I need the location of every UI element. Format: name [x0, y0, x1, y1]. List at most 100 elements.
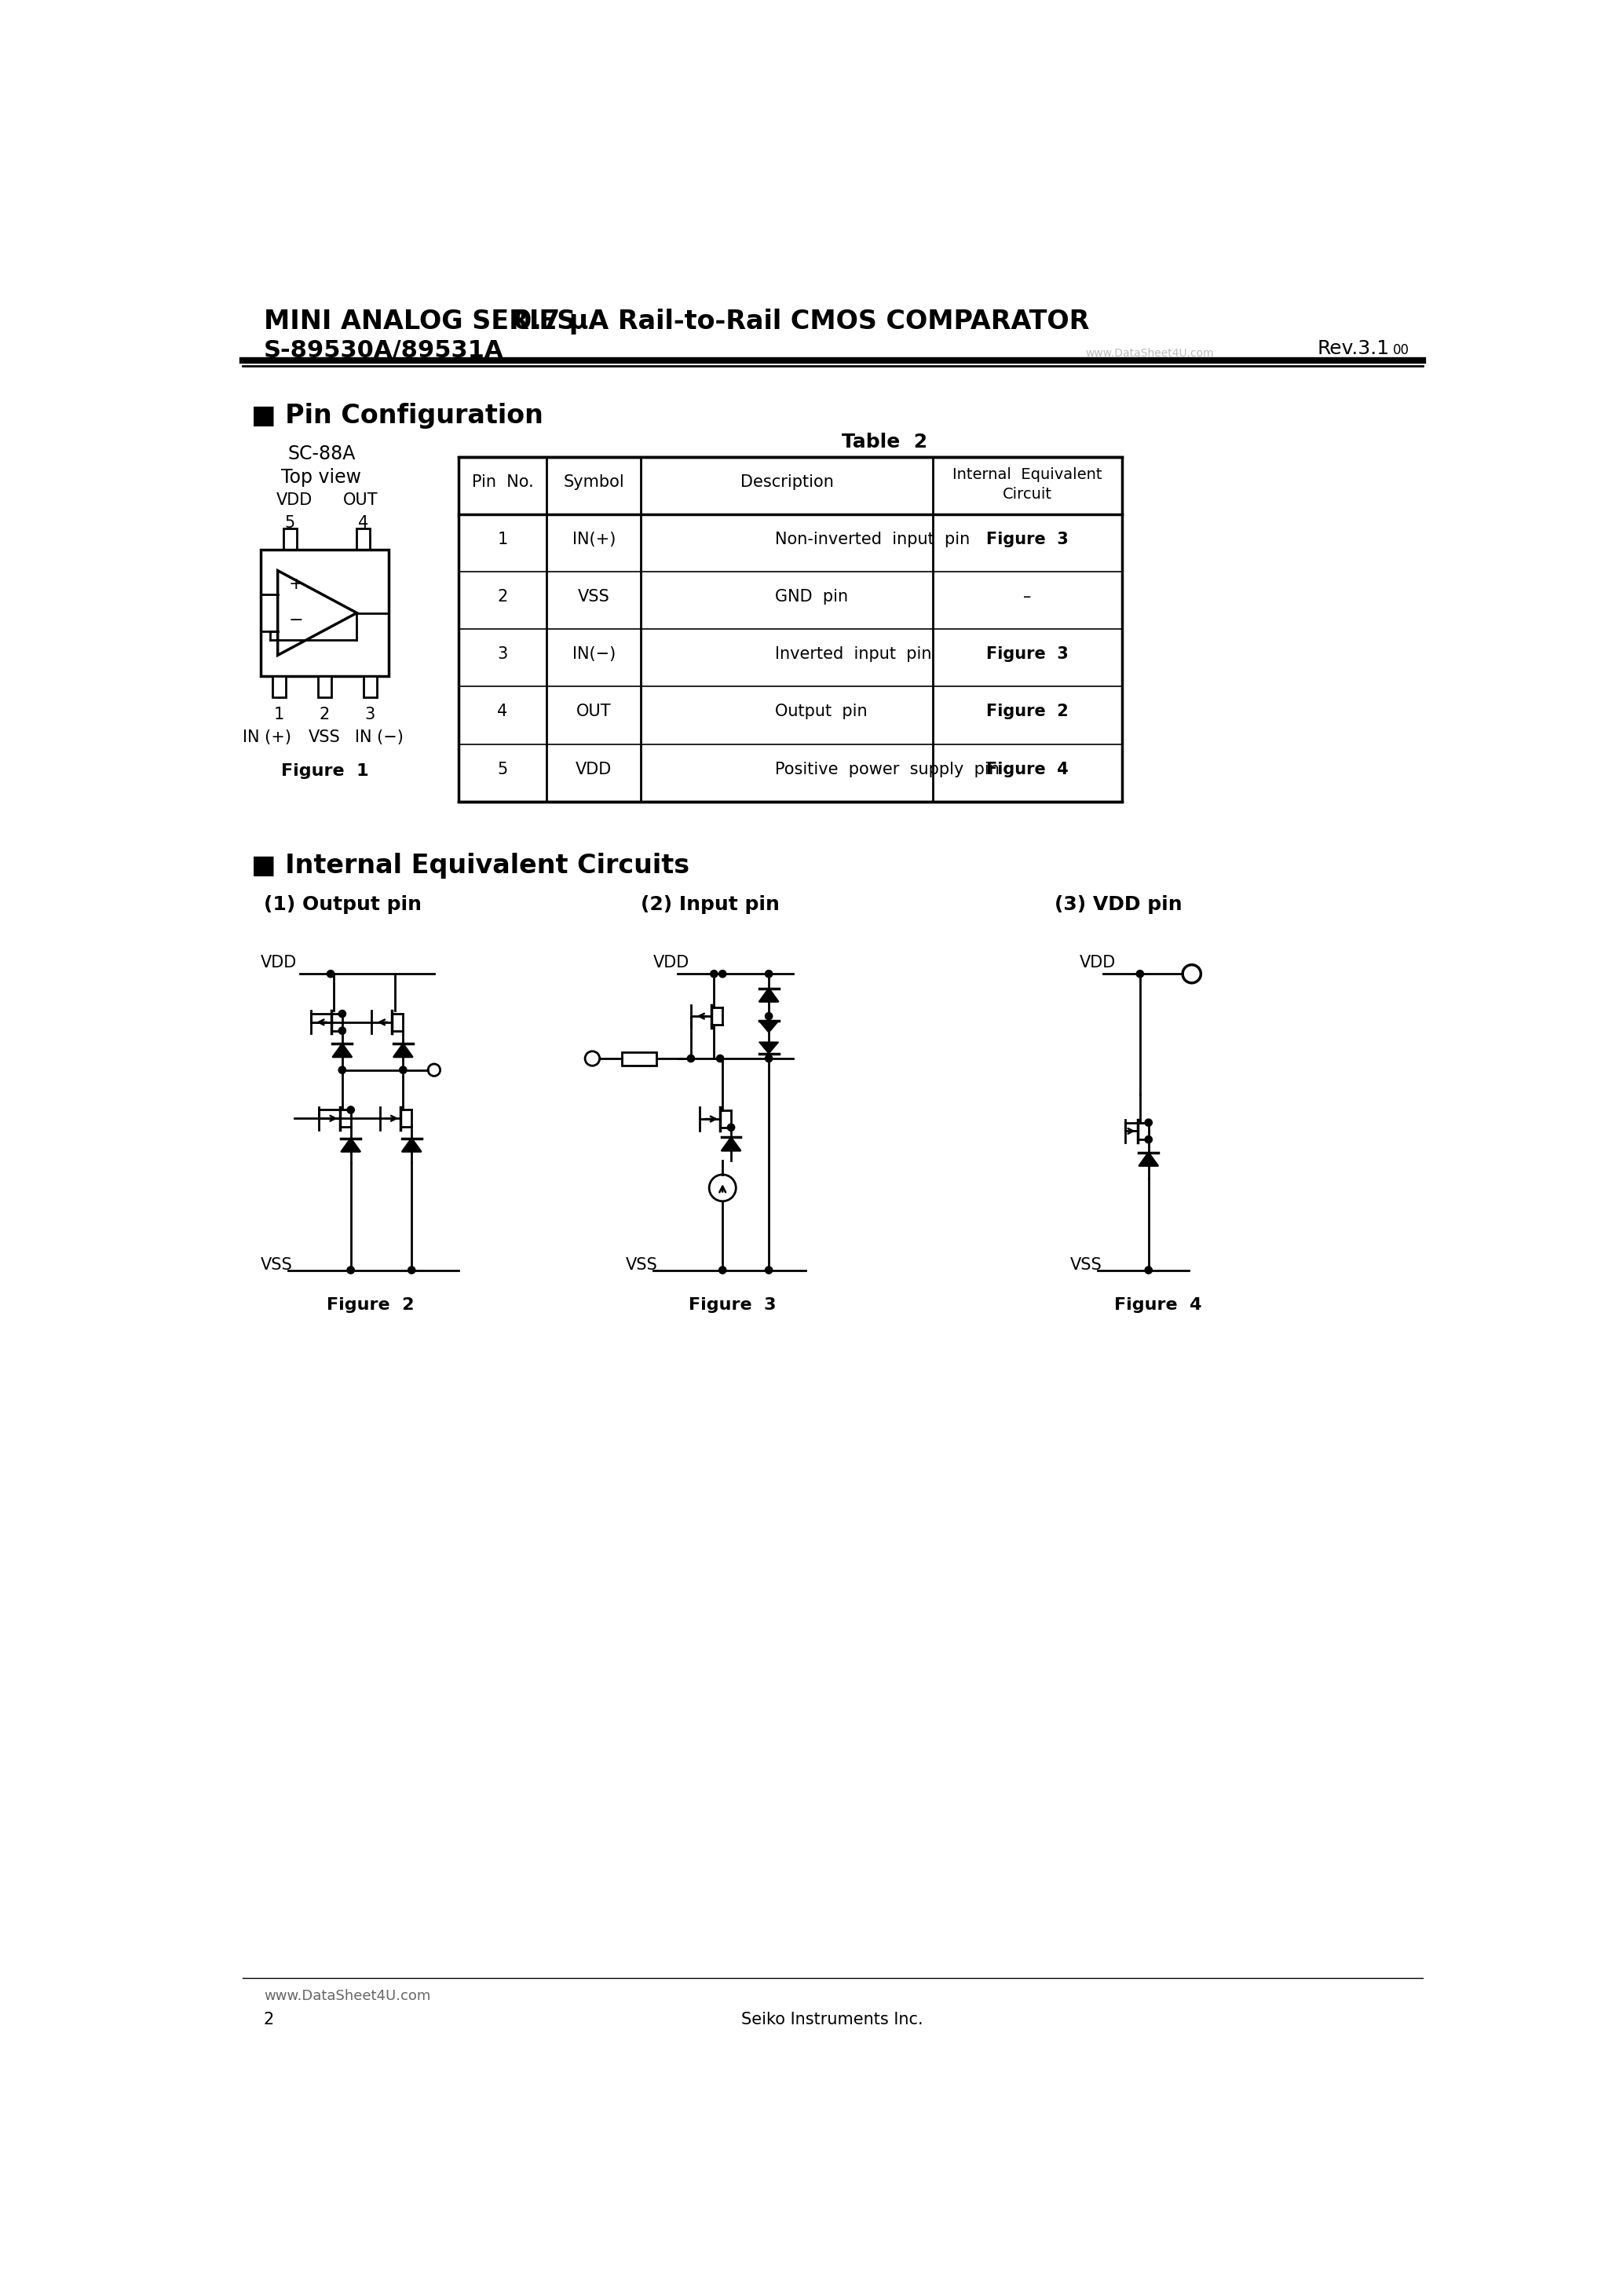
Text: Pin  No.: Pin No. — [472, 475, 534, 489]
Text: Figure  2: Figure 2 — [326, 1297, 414, 1313]
Bar — [273, 677, 286, 698]
Circle shape — [339, 1065, 346, 1075]
Text: 0.7 μA Rail-to-Rail CMOS COMPARATOR: 0.7 μA Rail-to-Rail CMOS COMPARATOR — [513, 308, 1089, 335]
Polygon shape — [1139, 1153, 1159, 1166]
Bar — [318, 677, 331, 698]
Text: S-89530A/89531A: S-89530A/89531A — [263, 340, 503, 363]
Text: OUT: OUT — [576, 705, 612, 719]
Text: VDD: VDD — [261, 955, 297, 971]
Bar — [282, 528, 297, 549]
Text: VSS: VSS — [626, 1258, 657, 1274]
Text: (3) VDD pin: (3) VDD pin — [1055, 895, 1183, 914]
Circle shape — [399, 1065, 407, 1075]
Text: VDD: VDD — [276, 491, 312, 507]
Text: –: – — [1024, 590, 1032, 604]
Text: IN (+): IN (+) — [242, 730, 291, 746]
Text: 2: 2 — [263, 2011, 274, 2027]
Text: Figure  2: Figure 2 — [987, 705, 1068, 719]
Text: MINI ANALOG SERIES: MINI ANALOG SERIES — [263, 308, 576, 335]
Text: Top view: Top view — [281, 468, 362, 487]
Text: Symbol: Symbol — [563, 475, 625, 489]
Text: Inverted  input  pin: Inverted input pin — [774, 647, 932, 661]
Text: Figure  3: Figure 3 — [987, 533, 1068, 546]
Text: VSS: VSS — [1070, 1258, 1102, 1274]
Polygon shape — [393, 1045, 412, 1056]
Text: OUT: OUT — [342, 491, 378, 507]
Text: Figure  1: Figure 1 — [281, 762, 368, 778]
Text: VSS: VSS — [578, 590, 610, 604]
Text: Positive  power  supply  pin: Positive power supply pin — [774, 762, 1000, 776]
Text: www.DataSheet4U.com: www.DataSheet4U.com — [1086, 349, 1214, 358]
Text: +: + — [289, 576, 304, 592]
Circle shape — [407, 1267, 415, 1274]
Polygon shape — [341, 1139, 360, 1153]
Circle shape — [716, 1054, 724, 1063]
Text: ■ Pin Configuration: ■ Pin Configuration — [252, 402, 544, 429]
Text: 4: 4 — [357, 514, 368, 530]
Text: 1: 1 — [274, 707, 284, 723]
Bar — [622, 1052, 656, 1065]
Circle shape — [764, 1013, 773, 1019]
Text: Non-inverted  input  pin: Non-inverted input pin — [774, 533, 971, 546]
Circle shape — [347, 1107, 354, 1114]
Text: −: − — [289, 613, 304, 629]
Text: VDD: VDD — [1079, 955, 1115, 971]
Circle shape — [719, 971, 725, 978]
Text: Circuit: Circuit — [1003, 487, 1052, 501]
Circle shape — [326, 971, 334, 978]
Text: VDD: VDD — [576, 762, 612, 776]
Text: Seiko Instruments Inc.: Seiko Instruments Inc. — [742, 2011, 923, 2027]
Text: 5: 5 — [497, 762, 508, 776]
Text: Figure  4: Figure 4 — [987, 762, 1068, 776]
Circle shape — [1136, 971, 1144, 978]
Text: Output  pin: Output pin — [774, 705, 867, 719]
Text: Figure  4: Figure 4 — [1115, 1297, 1203, 1313]
Text: IN(+): IN(+) — [573, 533, 615, 546]
Text: 1: 1 — [497, 533, 508, 546]
Polygon shape — [721, 1137, 740, 1150]
Text: Figure  3: Figure 3 — [987, 647, 1068, 661]
Text: VSS: VSS — [261, 1258, 292, 1274]
Text: SC-88A: SC-88A — [287, 445, 355, 464]
Text: www.DataSheet4U.com: www.DataSheet4U.com — [263, 1988, 430, 2002]
Polygon shape — [760, 1022, 779, 1033]
Bar — [458, 457, 1121, 801]
Polygon shape — [403, 1139, 422, 1153]
Circle shape — [727, 1123, 735, 1132]
Bar — [261, 549, 388, 677]
Bar — [364, 677, 377, 698]
Polygon shape — [333, 1045, 352, 1056]
Text: 00: 00 — [1393, 342, 1409, 358]
Circle shape — [1144, 1137, 1152, 1143]
Text: Rev.3.1: Rev.3.1 — [1318, 340, 1389, 358]
Circle shape — [764, 1267, 773, 1274]
Circle shape — [711, 971, 717, 978]
Circle shape — [347, 1267, 354, 1274]
Polygon shape — [760, 987, 779, 1001]
Circle shape — [1144, 1118, 1152, 1127]
Text: VDD: VDD — [652, 955, 690, 971]
Circle shape — [764, 1054, 773, 1063]
Text: 5: 5 — [284, 514, 295, 530]
Text: VSS: VSS — [308, 730, 341, 746]
Text: 3: 3 — [497, 647, 508, 661]
Text: 3: 3 — [365, 707, 375, 723]
Text: 2: 2 — [320, 707, 329, 723]
Circle shape — [764, 971, 773, 978]
Circle shape — [1144, 1267, 1152, 1274]
Circle shape — [687, 1054, 695, 1063]
Circle shape — [339, 1010, 346, 1017]
Text: Figure  3: Figure 3 — [688, 1297, 776, 1313]
Text: Table  2: Table 2 — [842, 432, 927, 452]
Text: (2) Input pin: (2) Input pin — [641, 895, 781, 914]
Polygon shape — [760, 1042, 779, 1054]
Text: 2: 2 — [497, 590, 508, 604]
Bar — [355, 528, 370, 549]
Text: GND  pin: GND pin — [774, 590, 847, 604]
Text: Internal  Equivalent: Internal Equivalent — [953, 468, 1102, 482]
Text: IN(−): IN(−) — [573, 647, 615, 661]
Text: ■ Internal Equivalent Circuits: ■ Internal Equivalent Circuits — [252, 852, 690, 879]
Text: IN (−): IN (−) — [355, 730, 404, 746]
Text: 4: 4 — [497, 705, 508, 719]
Text: (1) Output pin: (1) Output pin — [263, 895, 422, 914]
